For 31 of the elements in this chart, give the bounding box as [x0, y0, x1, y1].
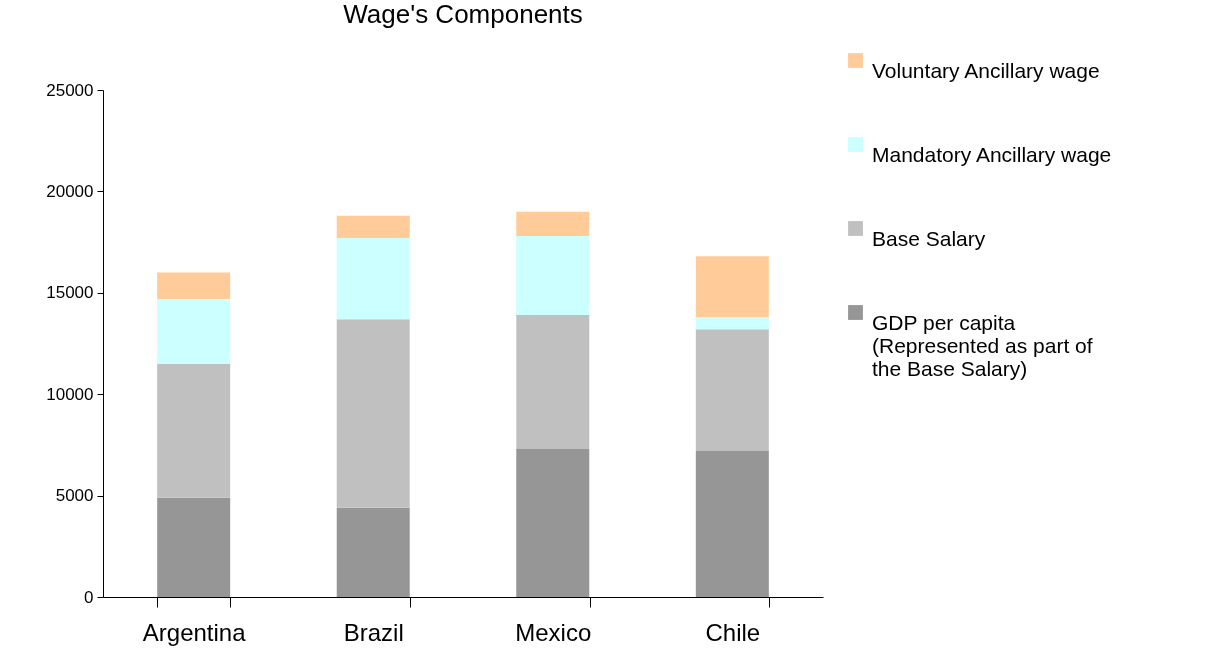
bar: [695, 450, 769, 597]
x-tick-label: Chile: [705, 618, 761, 646]
bar: [157, 272, 231, 299]
bar: [695, 256, 769, 318]
y-tick-label: 15000: [46, 283, 94, 303]
y-tick-label: 25000: [46, 80, 94, 100]
bar: [516, 448, 590, 597]
bar: [516, 211, 590, 237]
bar: [516, 315, 590, 449]
y-tick-label: 0: [84, 587, 94, 607]
x-tick-label: Brazil: [343, 618, 404, 646]
y-tick-label: 5000: [55, 486, 94, 506]
y-tick-label: 20000: [46, 181, 94, 201]
bar: [157, 497, 231, 597]
bar: [336, 319, 410, 508]
bar: [336, 507, 410, 597]
chart-title: Wage's Components: [343, 0, 583, 29]
bar: [157, 298, 231, 364]
x-tick-label: Mexico: [515, 618, 592, 646]
bar: [516, 236, 590, 316]
bar: [336, 238, 410, 320]
y-tick-label: 10000: [46, 384, 94, 404]
x-tick-label: Argentina: [142, 618, 247, 646]
bar: [695, 317, 769, 330]
bar: [336, 215, 410, 239]
bar: [695, 329, 769, 451]
legend-label: Base Salary: [872, 226, 986, 250]
legend-label: Voluntary Ancillary wage: [872, 58, 1100, 82]
bar: [157, 363, 231, 498]
legend-label: Mandatory Ancillary wage: [872, 142, 1112, 166]
legend-label: GDP per capita (Represented as part of the Base Salary): [872, 310, 1093, 380]
